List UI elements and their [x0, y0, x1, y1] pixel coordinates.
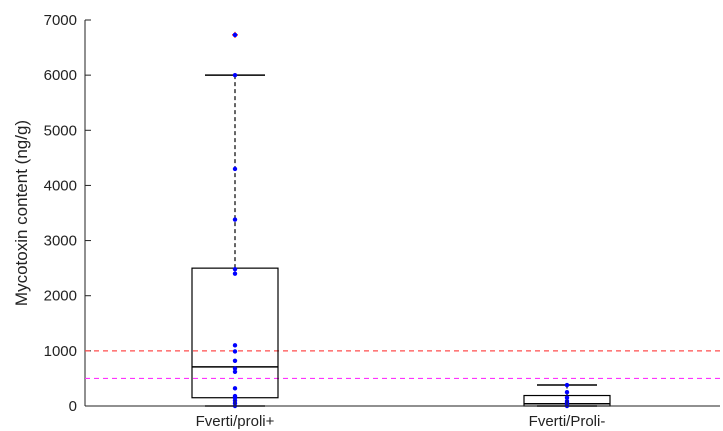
data-point	[564, 395, 570, 400]
data-point	[564, 382, 570, 388]
data-point	[232, 72, 238, 78]
x-tick-label: Fverti/proli+	[196, 413, 275, 430]
y-tick-label: 4000	[44, 177, 77, 194]
data-point	[232, 217, 238, 222]
data-point	[232, 358, 238, 363]
y-axis: 0 1000 2000 3000 4000 5000 6000 7000	[44, 12, 91, 415]
y-tick-label: 0	[69, 398, 77, 415]
data-point	[564, 390, 570, 395]
outlier-point	[232, 32, 238, 38]
y-tick-label: 3000	[44, 233, 77, 250]
data-point	[232, 349, 238, 354]
data-point	[232, 369, 238, 375]
y-tick-label: 7000	[44, 12, 77, 29]
y-axis-label: Mycotoxin content (ng/g)	[12, 120, 31, 306]
data-point	[232, 343, 238, 348]
data-point	[232, 271, 238, 276]
y-tick-label: 6000	[44, 67, 77, 84]
y-tick-label: 2000	[44, 288, 77, 305]
box-plots	[191, 31, 611, 409]
y-tick-label: 5000	[44, 122, 77, 139]
x-axis: Fverti/proli+ Fverti/Proli-	[85, 400, 720, 430]
reference-lines	[85, 350, 720, 380]
data-point	[232, 393, 238, 399]
box-group	[191, 31, 279, 409]
data-point	[232, 366, 238, 371]
x-tick-label: Fverti/Proli-	[529, 413, 606, 430]
data-point	[232, 386, 238, 391]
data-point	[232, 267, 238, 272]
data-point	[232, 166, 238, 172]
y-tick-label: 1000	[44, 343, 77, 360]
